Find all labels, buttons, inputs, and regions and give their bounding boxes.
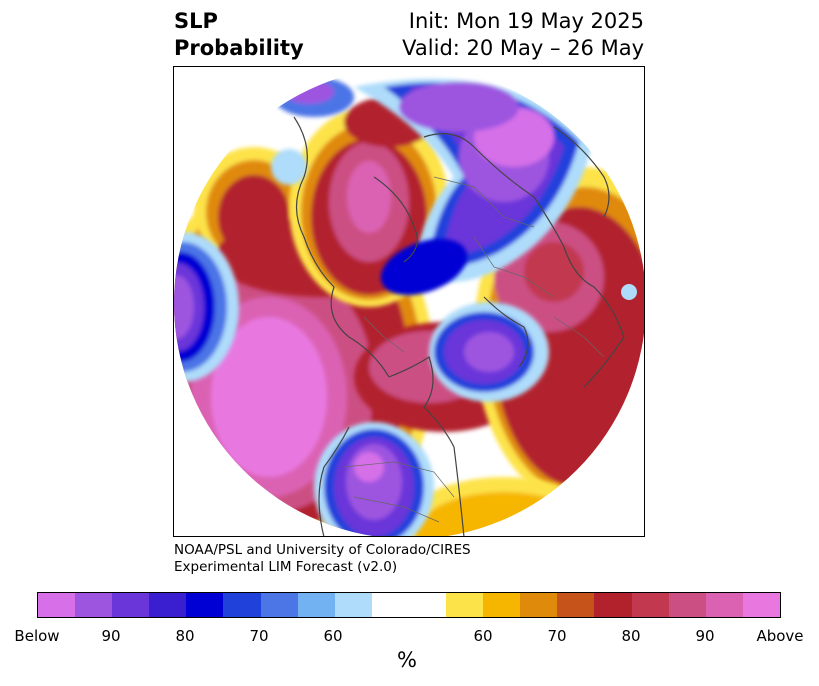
colorbar-tick-label: 80 xyxy=(175,627,195,645)
colorbar-segment xyxy=(557,593,595,617)
colorbar-tick-label: 70 xyxy=(547,627,567,645)
colorbar-segment xyxy=(334,593,372,617)
colorbar-segment xyxy=(408,593,447,617)
colorbar-segment xyxy=(149,593,187,617)
colorbar-segment xyxy=(297,593,335,617)
polar-map-svg xyxy=(174,67,644,536)
colorbar-segment xyxy=(520,593,558,617)
colorbar-ticks: Below 90 80 70 60 60 70 80 90 Above xyxy=(0,627,819,647)
colorbar-tick-label: 70 xyxy=(249,627,269,645)
colorbar-tick-label: 80 xyxy=(621,627,641,645)
valid-range: Valid: 20 May – 26 May xyxy=(402,36,644,60)
map-title: SLP Probability xyxy=(174,8,304,62)
colorbar xyxy=(37,592,781,618)
probability-map xyxy=(173,66,645,537)
colorbar-segment xyxy=(446,593,484,617)
credit-line-1: NOAA/PSL and University of Colorado/CIRE… xyxy=(174,542,471,558)
colorbar-segment xyxy=(186,593,224,617)
title-line-1: SLP xyxy=(174,9,218,33)
colorbar-segment xyxy=(742,593,780,617)
forecast-dates: Init: Mon 19 May 2025 Valid: 20 May – 26… xyxy=(402,8,644,62)
init-date: Init: Mon 19 May 2025 xyxy=(408,9,644,33)
colorbar-segment xyxy=(371,593,409,617)
below-normal-region-atlantic xyxy=(380,238,549,402)
below-normal-region-siberia xyxy=(354,78,594,283)
colorbar-segment xyxy=(75,593,113,617)
colorbar-segment xyxy=(705,593,743,617)
colorbar-tick-label: 90 xyxy=(695,627,715,645)
colorbar-tick-label: Below xyxy=(14,627,60,645)
title-line-2: Probability xyxy=(174,36,304,60)
borders xyxy=(343,176,605,523)
credit-line-2: Experimental LIM Forecast (v2.0) xyxy=(174,559,398,575)
probability-field xyxy=(174,67,644,536)
colorbar-segment xyxy=(223,593,261,617)
colorbar-segment xyxy=(631,593,669,617)
below-normal-region-west xyxy=(174,232,239,382)
colorbar-tick-label: 60 xyxy=(473,627,493,645)
colorbar-tick-label: 60 xyxy=(323,627,343,645)
credit-text: NOAA/PSL and University of Colorado/CIRE… xyxy=(174,542,471,576)
colorbar-segment xyxy=(668,593,706,617)
colorbar-unit: % xyxy=(397,648,417,672)
below-normal-spot-east xyxy=(621,284,637,300)
colorbar-segment xyxy=(594,593,632,617)
colorbar-tick-label: 90 xyxy=(101,627,121,645)
coastlines xyxy=(293,116,625,536)
colorbar-tick-label: Above xyxy=(756,627,804,645)
colorbar-segment xyxy=(38,593,76,617)
colorbar-segment xyxy=(112,593,150,617)
colorbar-segment xyxy=(260,593,298,617)
colorbar-segment xyxy=(483,593,521,617)
